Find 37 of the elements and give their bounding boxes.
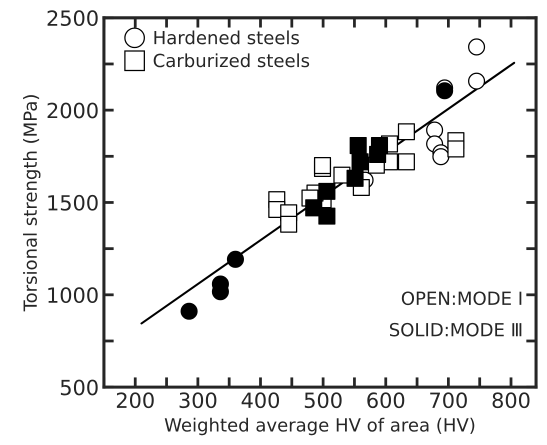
y-axis-title: Torsional strength (MPa)	[23, 95, 40, 312]
point	[318, 182, 336, 200]
point	[447, 140, 464, 158]
point	[350, 137, 367, 154]
y-tick-label: 2000	[48, 102, 98, 118]
point	[305, 199, 322, 216]
legend-label: Carburized steels	[154, 53, 310, 68]
x-axis-title: Weighted average HV of area (HV)	[164, 418, 474, 436]
point	[346, 170, 364, 187]
x-tick-label: 800	[492, 392, 530, 408]
x-tick-label: 400	[242, 392, 279, 408]
point	[180, 302, 198, 320]
annotation: SOLID:MODE Ⅲ	[390, 322, 522, 336]
point	[314, 156, 332, 174]
y-tick-label: 1500	[48, 194, 98, 211]
point	[318, 208, 336, 225]
x-tick-label: 300	[180, 392, 216, 408]
y-tick-label: 2500	[48, 10, 98, 26]
x-tick-label: 500	[304, 392, 342, 408]
point	[280, 216, 298, 233]
point	[369, 146, 386, 164]
point	[352, 153, 369, 170]
point	[398, 123, 415, 140]
annotation: OPEN:MODE Ⅰ	[402, 291, 522, 306]
point	[426, 122, 444, 139]
x-tick-label: 200	[116, 392, 154, 408]
point	[432, 148, 450, 166]
y-tick-label: 500	[60, 380, 98, 396]
x-tick-label: 600	[367, 392, 404, 408]
point	[468, 72, 486, 90]
point	[436, 82, 454, 100]
point	[226, 250, 244, 268]
y-tick-label: 1000	[48, 287, 98, 304]
point	[398, 153, 415, 170]
x-tick-label: 700	[430, 392, 467, 408]
legend-label: Hardened steels	[154, 30, 299, 44]
point	[468, 38, 486, 56]
